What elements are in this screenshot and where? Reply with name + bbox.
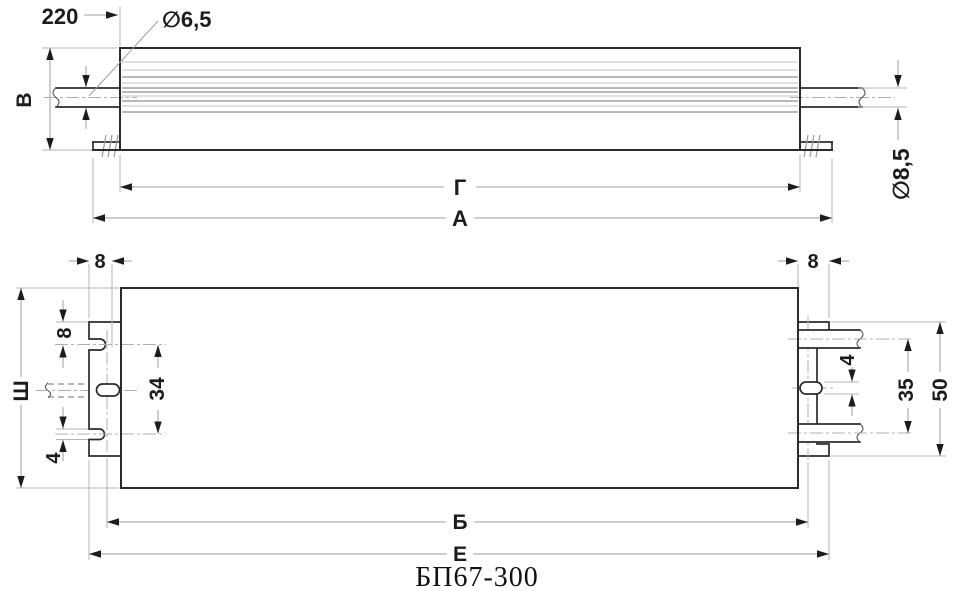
dim-35: 35 [895,339,918,433]
hidden-cable-left [36,382,140,398]
dim-4-slot: 4 [43,407,88,464]
foot-right-hatch [809,134,815,158]
dim-35-label: 35 [895,378,918,402]
side-view: 220 ∅6,5 В Г А [13,4,914,231]
foot-right-hatch [815,134,821,158]
dim-b-mount-length: Б [106,458,809,534]
dim-dia-6-5: ∅6,5 [82,7,211,129]
flange-left-hole [95,383,121,397]
dia-8-5-label: ∅8,5 [888,148,914,200]
drawing-title: БП67-300 [415,562,539,591]
dim-sh-width: Ш [10,287,119,489]
dim-50-label: 50 [929,378,952,401]
dim-e-label: Е [453,543,467,566]
cable-right [790,87,895,108]
mounting-foot-right [799,134,833,158]
dim-4-hole-label: 4 [837,354,859,366]
dim-g-body-length: Г [119,155,801,200]
cable-left [44,87,137,108]
dia-6-5-label: ∅6,5 [162,7,211,32]
dim-8-slot-offset: 8 [54,300,88,368]
plan-view: 8 8 Ш 8 34 [10,251,952,566]
dim-4-slot-label: 4 [43,452,65,464]
leader-line [88,20,159,97]
dim-8-left: 8 [69,251,132,347]
cooling-fins [122,61,798,113]
dim-dia-8-5: ∅8,5 [858,60,914,200]
dim-220: 220 [42,4,121,46]
dim-a-label: А [452,206,468,231]
dim-8-right: 8 [778,251,849,318]
dim-sh-label: Ш [10,380,33,401]
dim-v-label: В [13,92,36,107]
mounting-foot-left [92,134,121,158]
flange-right-hole [799,381,823,395]
dim-b-label: Б [452,511,467,534]
foot-left-hatch [101,134,107,158]
body-outline-plan [120,287,799,489]
foot-left-hatch [113,134,119,158]
dim-34: 34 [146,345,169,434]
dim-g-label: Г [454,175,467,200]
dim-v-height: В [13,47,117,151]
dim-8-left-label: 8 [94,251,105,273]
dim-50: 50 [831,321,952,457]
dim-8-right-label: 8 [807,251,818,273]
dim-220-label: 220 [42,4,79,29]
dim-8-slot-label: 8 [54,327,76,338]
foot-right-hatch [803,134,809,158]
foot-left-hatch [107,134,113,158]
dim-e-overall-length: Е [88,460,830,566]
dim-4-hole: 4 [824,354,859,416]
cables-right-plan [788,329,914,443]
dim-a-overall-length: А [92,158,833,231]
dim-34-label: 34 [146,377,169,401]
body-outline-side [119,47,801,151]
cable-right-break [858,87,866,108]
